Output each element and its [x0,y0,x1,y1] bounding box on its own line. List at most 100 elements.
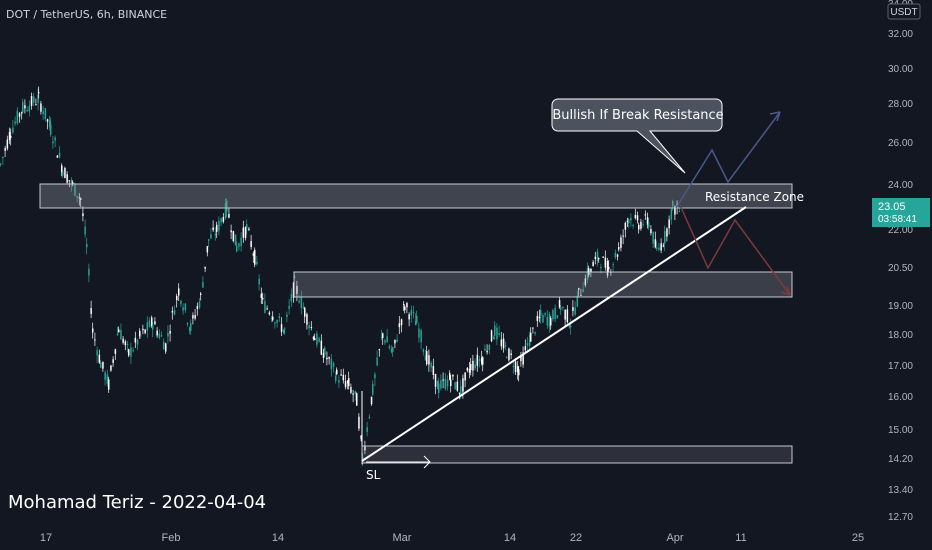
candle-body [102,361,104,369]
candle-body [240,237,242,247]
price-axis[interactable]: 34.0032.0030.0028.0026.0024.0022.0020.50… [888,0,913,523]
candle-body [462,378,464,392]
candle-body [204,266,206,269]
time-tick-label: Feb [162,532,181,544]
candle-body [372,383,374,395]
candle-body [388,346,391,349]
candle-body [350,387,352,393]
candle-body [348,378,350,387]
candle-body [226,200,228,212]
bearish-projection-path[interactable] [679,204,791,296]
candle-body [658,247,660,250]
ascending-trendline[interactable] [361,206,747,462]
price-tick-label: 14.20 [888,454,913,465]
sl-arrow-icon [423,455,431,469]
candle-body [440,380,442,389]
candle-body [154,321,156,325]
candle-body [218,220,220,231]
candle-body [674,206,676,215]
price-tick-label: 26.00 [888,138,913,149]
candle-body [644,214,647,216]
candle-body [458,392,461,395]
candle-body [86,243,88,248]
candle-body [384,340,386,343]
candle-body [606,261,609,276]
candle-body [58,152,61,158]
candle-body [418,328,420,338]
candle-body [202,281,204,288]
price-tick-label: 19.00 [888,301,913,312]
time-tick-label: 22 [570,532,582,544]
resistance-zone-label: Resistance Zone [705,190,804,204]
candle-body [626,220,629,223]
last-price-tag [872,198,930,227]
currency-badge[interactable] [887,3,921,20]
candle-body [254,249,256,265]
candle-body [449,373,451,380]
resistance-zone[interactable] [39,183,793,209]
candle-body [428,355,430,365]
candle-body [108,379,110,390]
candle-body [318,338,320,342]
candle-body [284,328,286,330]
candle-body [42,111,44,115]
price-tick-label: 12.70 [888,512,913,523]
candle-body [132,349,134,352]
time-axis[interactable]: 17 Feb 14 Mar 14 22 Apr 11 25 [40,532,864,544]
candle-body [116,333,119,336]
candle-body [634,214,637,219]
candle-body [344,381,347,388]
candle-body [394,339,396,344]
candle-body [600,266,602,268]
candle-body [532,327,534,329]
candle-body [544,313,546,315]
bearish-arrowhead-icon [780,285,791,296]
candle-body [178,288,180,296]
candle-body [518,369,520,376]
candle-body [472,360,474,371]
candle-body [456,381,459,391]
bullish-projection-path[interactable] [675,111,781,209]
candle-body [258,278,260,285]
candle-body [100,362,102,368]
candle-body [234,234,237,246]
candle-body [140,335,142,337]
price-tick-label: 18.00 [888,330,913,341]
candle-body [328,357,330,359]
candle-body [14,121,16,124]
candle-body [0,163,2,165]
callout-bubble[interactable]: Bullish If Break Resistance [551,98,724,174]
stop-loss-zone[interactable] [361,445,793,464]
candle-body [10,135,12,138]
candle-body [33,96,35,103]
candle-body [290,294,293,302]
candle-body [88,268,90,276]
candle-body [370,396,373,405]
candle-body [264,301,266,313]
candle-body [620,237,622,248]
candle-body [236,246,238,252]
candle-body [640,221,642,229]
candle-body [488,344,491,351]
candle-body [52,141,54,144]
candle-body [556,315,559,319]
support-zone[interactable] [293,271,793,298]
candle-body [266,308,268,310]
candle-body [438,383,440,393]
candle-body [574,307,576,315]
candle-body [526,342,529,346]
candle-body [276,320,278,323]
candle-body [40,103,42,112]
candle-body [426,351,428,365]
price-tick-label: 13.40 [888,485,913,496]
candle-body [214,233,217,236]
candle-body [474,364,476,369]
candle-body [524,346,527,351]
candle-body [224,202,227,219]
candle-body [134,337,137,343]
candle-body [356,393,358,406]
candle-body [96,350,98,356]
candle-body [332,362,335,367]
candle-body [238,243,240,247]
